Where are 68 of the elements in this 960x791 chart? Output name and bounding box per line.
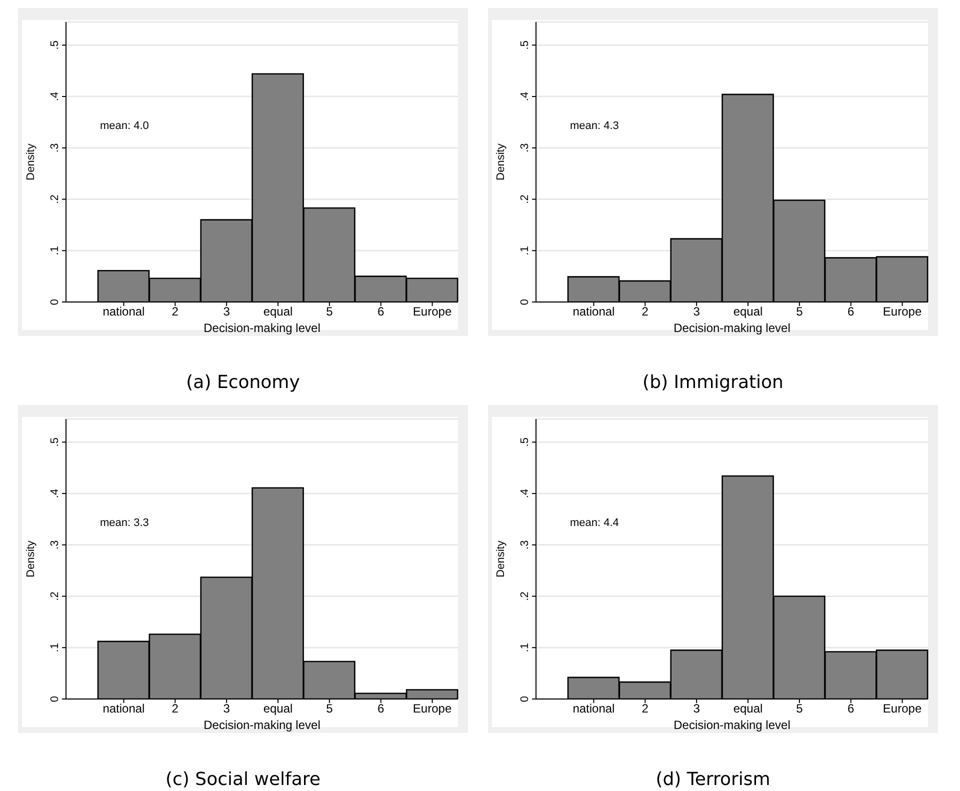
y-tick-label: .2 <box>519 194 531 204</box>
y-tick-label: .1 <box>519 246 531 256</box>
y-tick-label: .5 <box>519 438 531 447</box>
x-axis-title: Decision-making level <box>204 321 320 335</box>
x-tick-label: 5 <box>796 304 804 319</box>
x-tick-label: 3 <box>223 702 230 716</box>
y-axis-title: Density <box>24 540 37 578</box>
x-tick-label: equal <box>733 702 763 716</box>
x-tick-label: Europe <box>412 304 452 319</box>
annotation: mean: 4.3 <box>570 120 619 132</box>
text: (a) Economy <box>186 372 300 393</box>
x-tick-label: 5 <box>326 304 334 319</box>
x-tick-label: 3 <box>223 304 230 319</box>
x-tick-label: national <box>102 304 145 319</box>
x-tick-label: 6 <box>378 702 385 716</box>
x-tick-label: 2 <box>642 702 649 716</box>
x-tick-label: 6 <box>378 304 385 319</box>
y-tick-label: .5 <box>49 438 61 447</box>
annotation: mean: 3.3 <box>100 517 149 529</box>
y-tick-label: .2 <box>49 592 61 601</box>
x-tick-label: 3 <box>693 702 700 716</box>
y-axis-title: Density <box>494 143 507 180</box>
x-tick-label: 3 <box>693 304 700 319</box>
y-tick-label: 0 <box>519 298 531 306</box>
y-tick-label: .4 <box>519 92 531 102</box>
y-tick-label: .4 <box>49 488 61 498</box>
annotation: mean: 4.4 <box>570 517 619 529</box>
y-tick-label: .3 <box>49 143 61 152</box>
y-tick-label: .2 <box>519 592 531 601</box>
y-axis-title: Density <box>494 540 507 578</box>
x-axis-title: Decision-making level <box>674 321 790 335</box>
y-tick-label: .4 <box>519 488 531 498</box>
y-axis-title: Density <box>24 143 37 180</box>
text: (c) Social welfare <box>166 769 320 790</box>
x-tick-label: equal <box>263 304 293 319</box>
y-tick-label: .1 <box>49 643 61 652</box>
x-tick-label: 5 <box>326 702 334 716</box>
y-tick-label: .5 <box>49 40 61 50</box>
x-tick-label: Europe <box>882 304 922 319</box>
x-tick-label: 2 <box>642 304 649 319</box>
x-tick-label: 6 <box>848 702 855 716</box>
x-tick-label: 2 <box>172 702 179 716</box>
y-tick-label: .3 <box>49 540 61 550</box>
y-tick-label: .2 <box>49 194 61 204</box>
y-tick-label: .3 <box>519 143 531 152</box>
text: (d) Terrorism <box>656 769 770 790</box>
text: (b) Immigration <box>642 372 784 393</box>
x-tick-label: 2 <box>172 304 179 319</box>
y-tick-label: 0 <box>49 298 61 306</box>
x-axis-title: Decision-making level <box>204 718 320 732</box>
y-tick-label: .3 <box>519 540 531 550</box>
y-tick-label: .1 <box>519 643 531 652</box>
y-tick-label: 0 <box>49 696 61 702</box>
x-tick-label: national <box>572 304 615 319</box>
y-tick-label: 0 <box>519 696 531 702</box>
x-tick-label: Europe <box>882 702 922 716</box>
annotation: mean: 4.0 <box>100 120 149 132</box>
y-tick-label: .4 <box>49 92 61 102</box>
x-axis-title: Decision-making level <box>674 718 790 732</box>
x-tick-label: 5 <box>796 702 804 716</box>
x-tick-label: national <box>572 702 615 716</box>
y-tick-label: .1 <box>49 246 61 256</box>
x-tick-label: Europe <box>412 702 452 716</box>
x-tick-label: national <box>102 702 145 716</box>
x-tick-label: equal <box>263 702 293 716</box>
y-tick-label: .5 <box>519 40 531 50</box>
x-tick-label: 6 <box>848 304 855 319</box>
x-tick-label: equal <box>733 304 763 319</box>
